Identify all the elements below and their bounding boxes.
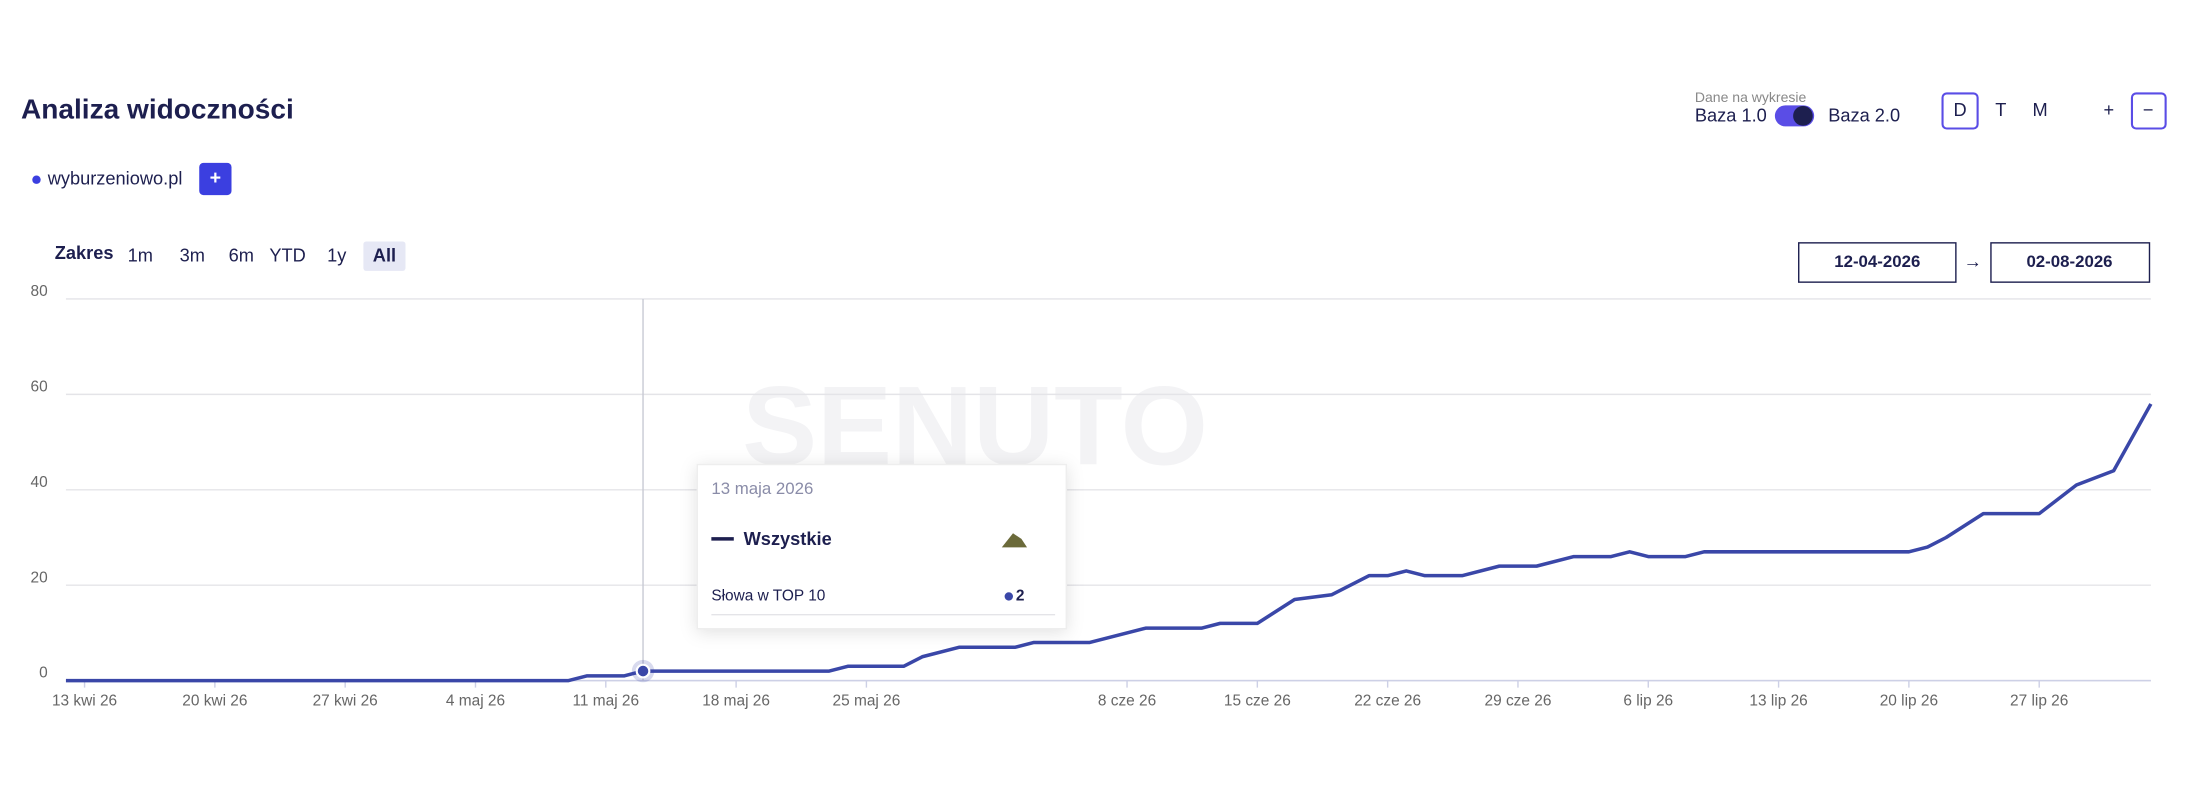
date-from-box[interactable] <box>1798 242 1957 283</box>
zoom-out-box <box>2130 92 2167 130</box>
base-right[interactable]: Baza 2.0 <box>1828 104 1900 125</box>
x-tick-label: 15 cze 26 <box>1224 693 1291 710</box>
y-tick-label: 20 <box>31 569 48 586</box>
x-tick-label: 20 lip 26 <box>1880 693 1938 710</box>
range-option[interactable]: 6m <box>229 245 254 266</box>
x-tick-label: 18 maj 26 <box>702 693 770 710</box>
x-tick-label: 13 kwi 26 <box>52 693 117 710</box>
x-tick-label: 22 cze 26 <box>1354 693 1421 710</box>
x-tick-label: 6 lip 26 <box>1623 693 1673 710</box>
tooltip-value: 2 <box>1016 588 1025 605</box>
granularity-active <box>1941 92 1979 130</box>
tooltip: 13 maja 2026 Wszystkie Słowa w TOP 10 2 <box>696 463 1068 630</box>
zoom-in[interactable]: + <box>2103 99 2114 120</box>
range-active <box>363 241 406 271</box>
range-option[interactable]: All <box>373 245 396 266</box>
tooltip-metric: Słowa w TOP 10 <box>711 588 825 605</box>
domain: wyburzeniowo.pl <box>47 168 183 189</box>
date-to-box[interactable] <box>1990 242 2151 283</box>
date-from: 12-04-2026 <box>1834 252 1920 271</box>
add-button[interactable] <box>199 162 232 196</box>
domain-dot <box>32 175 41 184</box>
plot: 0 20 40 60 80 13 kwi 26 20 kwi 26 27 kwi 26 4 ma… <box>31 283 2153 710</box>
x-tick-label: 29 cze 26 <box>1485 693 1552 710</box>
date-arrow: → <box>1964 250 1982 271</box>
highlight-point <box>635 663 651 679</box>
range-option[interactable]: 1m <box>128 245 153 266</box>
data-label: Dane na wykresie <box>1695 89 1807 105</box>
tooltip-date: 13 maja 2026 <box>711 479 813 498</box>
add-button-label: + <box>210 167 221 189</box>
granularity-option[interactable]: M <box>2032 99 2047 120</box>
tooltip-series: Wszystkie <box>744 528 832 549</box>
x-tick-label: 13 lip 26 <box>1749 693 1807 710</box>
x-tick-label: 20 kwi 26 <box>182 693 247 710</box>
y-tick-label: 60 <box>31 378 48 395</box>
range-option[interactable]: 3m <box>180 245 205 266</box>
base-left[interactable]: Baza 1.0 <box>1695 104 1767 125</box>
range-option[interactable]: 1y <box>327 245 347 266</box>
x-tick-label: 8 cze 26 <box>1098 693 1156 710</box>
range-options: 1m 3m 6m YTD 1y All <box>128 241 406 271</box>
x-tick-label: 27 lip 26 <box>2010 693 2068 710</box>
granularity-option[interactable]: D <box>1953 99 1966 120</box>
y-tick-label: 40 <box>31 474 48 491</box>
date-to: 02-08-2026 <box>2026 252 2112 271</box>
y-tick-label: 0 <box>39 665 48 682</box>
x-tick-label: 27 kwi 26 <box>313 693 378 710</box>
zoom-out[interactable]: − <box>2143 99 2154 120</box>
range-label: Zakres <box>55 242 114 263</box>
series-line <box>65 403 2153 683</box>
toggle-knob <box>1793 106 1813 126</box>
tooltip-icon <box>1001 533 1028 548</box>
title: Analiza widoczności <box>21 93 294 124</box>
tooltip-dot <box>1004 592 1014 601</box>
granularity-option[interactable]: T <box>1995 99 2006 120</box>
y-tick-label: 80 <box>31 283 48 300</box>
range-option[interactable]: YTD <box>269 245 305 266</box>
x-tick-label: 25 maj 26 <box>833 693 901 710</box>
x-tick-label: 4 maj 26 <box>446 693 505 710</box>
x-tick-label: 11 maj 26 <box>572 693 639 710</box>
